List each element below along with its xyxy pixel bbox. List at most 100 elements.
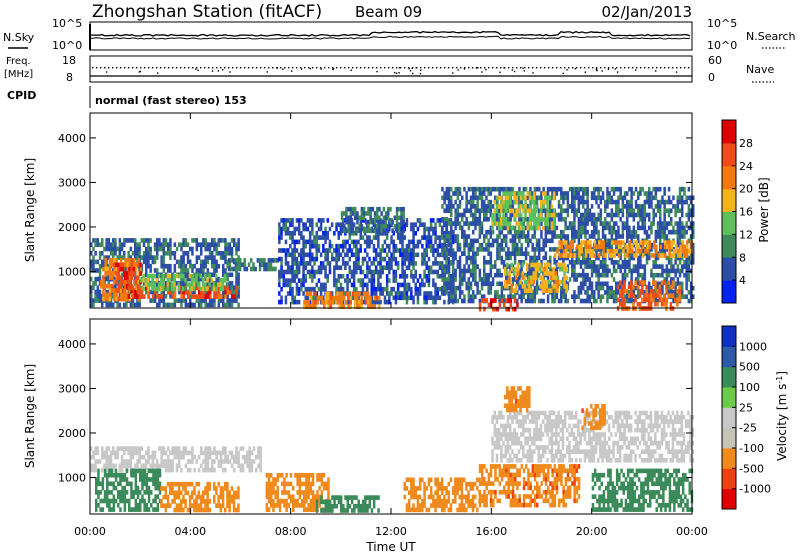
power-cell — [474, 277, 477, 282]
power-cell — [94, 277, 97, 282]
power-cell — [522, 271, 525, 276]
power-cell — [343, 224, 346, 229]
power-cell — [496, 217, 499, 222]
power-cell — [143, 255, 146, 260]
power-cell — [452, 290, 455, 295]
power-cell — [533, 217, 536, 222]
power-cell — [502, 200, 505, 205]
nave-dot — [328, 67, 329, 68]
power-cell — [630, 234, 633, 239]
power-cell — [564, 217, 567, 222]
power-cell — [353, 274, 356, 279]
power-cell — [283, 222, 286, 227]
nave-dot — [196, 67, 197, 68]
power-cell — [622, 226, 625, 231]
power-cell — [611, 260, 614, 265]
power-cell — [664, 245, 667, 250]
power-cell — [613, 299, 616, 304]
power-cell — [94, 281, 97, 286]
power-cell — [595, 196, 598, 201]
power-cell — [465, 269, 468, 274]
power-cell — [126, 258, 128, 263]
power-cell — [338, 265, 341, 270]
power-cell — [524, 280, 527, 285]
power-cell — [204, 298, 207, 303]
power-cell — [623, 289, 626, 294]
power-cell — [349, 248, 352, 253]
power-cell — [550, 276, 553, 281]
power-cell — [233, 290, 236, 295]
power-cell — [261, 258, 264, 263]
power-cell — [564, 294, 567, 299]
power-cell — [204, 264, 207, 269]
power-cell — [523, 230, 526, 235]
power-cell — [360, 300, 363, 305]
power-cell — [351, 253, 354, 258]
power-cell — [479, 221, 482, 226]
nave-dot — [596, 70, 597, 71]
nave-dot — [244, 67, 245, 68]
power-cell — [189, 274, 192, 279]
power-cell — [109, 288, 112, 293]
power-cell — [100, 280, 103, 285]
power-cell — [459, 200, 462, 205]
power-cell — [635, 264, 638, 269]
power-cell — [443, 290, 446, 295]
power-cell — [512, 234, 514, 239]
power-cell — [677, 226, 680, 231]
power-cell — [454, 226, 457, 231]
power-cell — [443, 200, 446, 205]
power-cell — [163, 260, 166, 265]
power-cell — [615, 221, 618, 226]
power-cell — [618, 245, 621, 250]
power-cell — [483, 269, 486, 274]
power-cell — [182, 274, 185, 279]
power-cell — [529, 196, 532, 201]
power-cell — [391, 228, 394, 233]
power-cell — [580, 290, 583, 295]
power-cell — [534, 286, 537, 291]
power-cell — [490, 243, 493, 248]
power-cell — [324, 235, 327, 240]
power-cell — [415, 274, 418, 279]
power-cell — [657, 204, 660, 209]
power-cell — [496, 247, 499, 252]
power-cell — [538, 239, 541, 244]
power-cell — [410, 240, 413, 245]
power-cell — [211, 278, 214, 283]
date-title: 02/Jan/2013 — [602, 3, 693, 21]
nave-dot — [612, 67, 613, 68]
power-cell — [479, 226, 482, 231]
nave-dot — [264, 67, 265, 68]
power-cell — [664, 253, 667, 258]
power-cell — [280, 274, 283, 279]
power-cell — [410, 291, 413, 296]
power-cell — [573, 234, 576, 239]
power-cell — [362, 287, 365, 292]
nave-dot — [336, 67, 337, 68]
freq-tick-bottom: 8 — [66, 71, 73, 84]
power-cell — [213, 303, 216, 308]
nsky-label: N.Sky — [3, 31, 35, 44]
power-cell — [578, 253, 581, 258]
power-cell — [123, 238, 126, 243]
power-cell — [546, 288, 549, 293]
power-cell — [454, 221, 457, 226]
power-cell — [520, 294, 523, 299]
power-cell — [457, 247, 460, 252]
power-cell — [584, 208, 587, 213]
power-cell — [163, 303, 166, 308]
power-cell — [675, 245, 678, 250]
power-cell — [496, 243, 499, 248]
power-cell — [500, 200, 503, 205]
power-cell — [136, 242, 139, 247]
power-cell — [457, 239, 460, 244]
power-cell — [446, 191, 449, 196]
power-cell — [333, 283, 336, 288]
power-cell — [608, 221, 611, 226]
nave-dot — [580, 67, 581, 68]
power-cell — [138, 251, 141, 256]
power-cell — [665, 285, 668, 290]
power-cell — [509, 222, 512, 227]
power-cell — [586, 277, 589, 282]
